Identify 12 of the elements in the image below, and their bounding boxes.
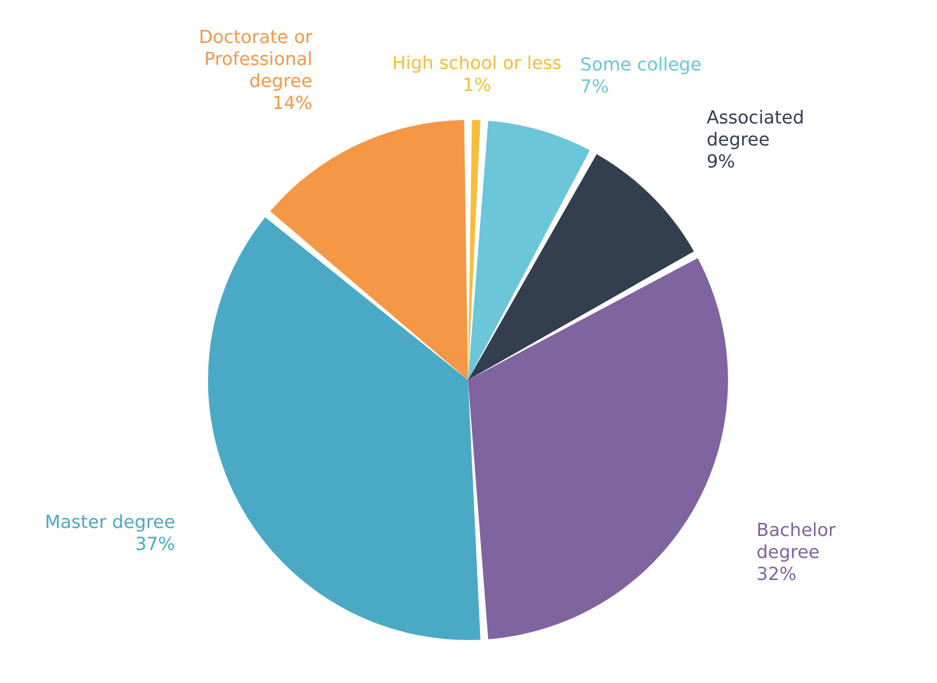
slice-label: High school or less bbox=[392, 53, 562, 74]
slice-label: Master degree bbox=[44, 512, 176, 533]
slice-label: Bachelor degree bbox=[756, 520, 836, 564]
data-label: 9% bbox=[706, 151, 736, 172]
slice-label: Some college bbox=[580, 54, 702, 76]
slice-label: Doctorate or Professional degree bbox=[198, 27, 313, 92]
data-label: 32% bbox=[756, 564, 797, 586]
data-label: 14% bbox=[272, 93, 312, 114]
data-label: 7% bbox=[580, 76, 609, 98]
data-label: 37% bbox=[135, 534, 176, 555]
slice-label: Associated degree bbox=[706, 107, 804, 150]
data-label: 1% bbox=[462, 75, 492, 96]
